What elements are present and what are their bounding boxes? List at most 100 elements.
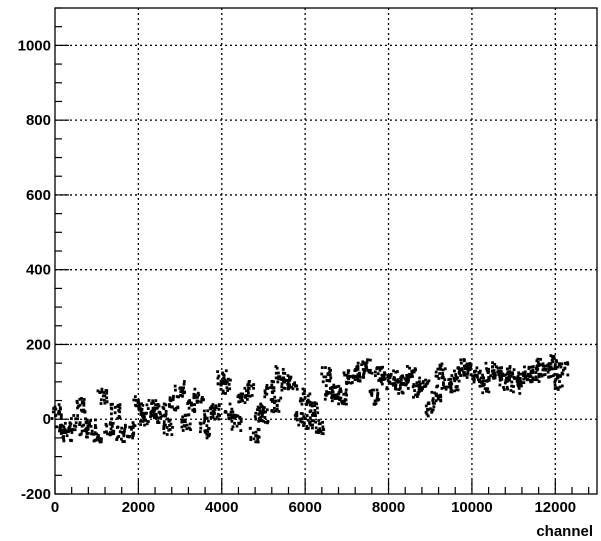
data-point <box>535 378 539 382</box>
data-point <box>531 365 535 369</box>
data-point <box>507 373 511 377</box>
data-point <box>392 376 396 379</box>
data-point <box>100 387 104 391</box>
x-tick-label-1: 2000 <box>122 499 155 516</box>
data-point <box>250 394 254 397</box>
data-point <box>68 424 72 428</box>
point-cluster-63 <box>424 401 436 418</box>
data-point <box>243 386 247 390</box>
data-point <box>518 392 522 395</box>
data-point <box>256 437 260 441</box>
point-cluster-7 <box>92 426 103 444</box>
data-point <box>330 393 334 397</box>
data-point <box>188 399 192 402</box>
data-point <box>418 382 422 386</box>
data-point <box>76 406 79 410</box>
data-point <box>460 367 464 370</box>
data-point <box>151 410 155 414</box>
data-point <box>123 427 127 431</box>
data-point <box>476 375 479 379</box>
point-cluster-83 <box>548 354 559 371</box>
data-point <box>193 403 196 406</box>
data-point <box>206 409 210 413</box>
data-point <box>68 428 72 432</box>
data-point <box>555 386 559 390</box>
data-point <box>337 402 341 406</box>
data-point <box>560 362 564 366</box>
data-point <box>105 391 109 395</box>
data-point <box>176 395 179 399</box>
data-point <box>261 412 264 416</box>
data-point <box>544 368 548 372</box>
data-point <box>252 383 256 386</box>
data-point <box>233 416 237 420</box>
data-point <box>133 395 137 399</box>
data-point <box>86 424 90 428</box>
data-point <box>237 421 241 425</box>
data-point <box>509 371 512 375</box>
data-point <box>454 385 458 389</box>
data-point <box>487 378 491 382</box>
data-point <box>536 357 540 361</box>
data-point <box>259 419 262 423</box>
data-point <box>321 425 325 429</box>
data-point <box>143 423 146 427</box>
data-point <box>549 354 553 358</box>
data-point <box>61 424 65 428</box>
data-point <box>299 397 303 400</box>
data-point <box>128 425 132 429</box>
data-point <box>414 368 418 372</box>
data-point <box>325 378 329 382</box>
point-cluster-37 <box>269 396 283 414</box>
data-point <box>139 407 142 411</box>
data-point <box>490 369 494 373</box>
data-point <box>491 375 495 379</box>
data-point <box>324 393 328 397</box>
data-point <box>211 416 215 419</box>
data-point <box>200 396 204 399</box>
data-point <box>383 371 386 375</box>
data-point <box>303 417 307 420</box>
data-point <box>562 368 565 372</box>
data-point <box>504 373 507 377</box>
data-point <box>216 376 220 380</box>
data-point <box>351 375 355 379</box>
point-cluster-71 <box>472 369 484 384</box>
data-point <box>164 409 168 413</box>
data-point <box>361 360 365 364</box>
data-point <box>110 423 114 426</box>
data-point <box>427 401 431 405</box>
data-point <box>58 429 61 433</box>
data-point <box>215 415 219 419</box>
data-point <box>245 389 248 393</box>
data-point <box>316 411 320 415</box>
data-point <box>261 405 264 409</box>
data-point <box>465 363 468 367</box>
data-point <box>69 439 73 443</box>
data-point <box>205 432 209 436</box>
data-point <box>130 427 133 431</box>
data-point <box>305 403 308 407</box>
data-point <box>424 384 428 388</box>
data-point <box>328 370 332 374</box>
data-point <box>515 378 519 382</box>
data-point <box>269 398 273 402</box>
data-point <box>157 421 161 425</box>
data-point <box>164 403 168 407</box>
data-point <box>320 366 324 370</box>
data-point <box>485 379 489 383</box>
data-point <box>442 383 445 387</box>
data-point <box>449 377 452 381</box>
data-point <box>378 366 381 370</box>
data-point <box>339 390 343 394</box>
data-point <box>356 373 360 377</box>
data-point <box>140 414 144 418</box>
data-point <box>135 404 138 408</box>
data-point <box>261 408 265 412</box>
data-point <box>439 398 443 402</box>
data-point <box>249 435 253 439</box>
data-point <box>282 380 286 384</box>
data-point <box>273 395 277 399</box>
data-point <box>430 390 434 394</box>
data-point <box>173 384 177 388</box>
